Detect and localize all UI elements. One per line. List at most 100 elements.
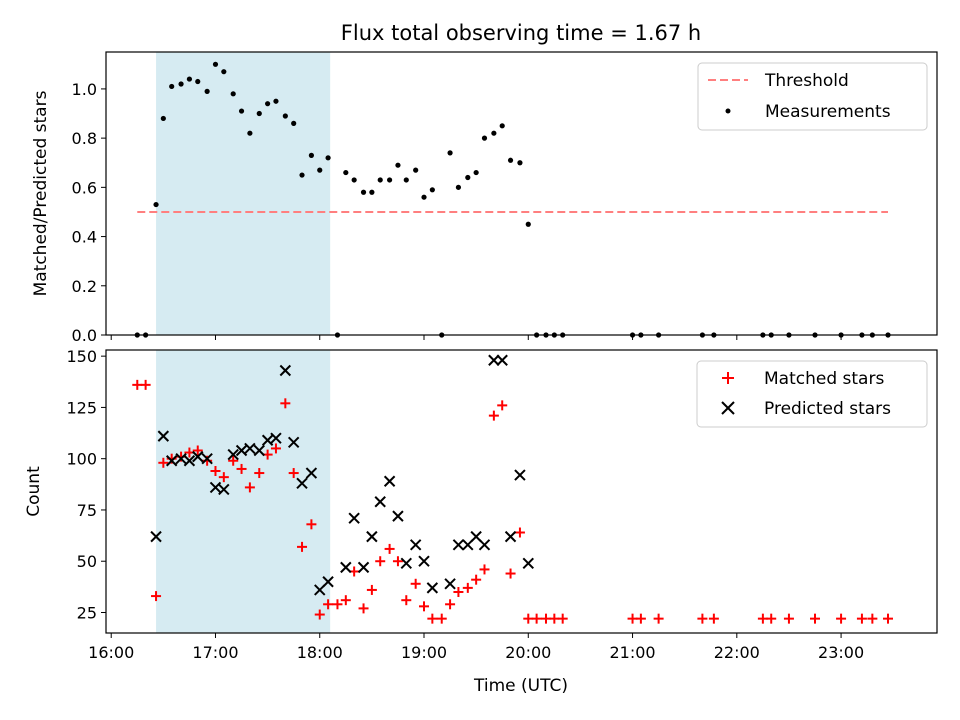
predicted-star-point [522,557,534,569]
matched-star-point [856,613,867,624]
observing-window-highlight [156,52,331,335]
ratio-panel: 0.0 0.2 0.4 0.6 0.8 1.0 Matched/Predicted sta… [31,51,938,345]
legend-predicted-label: Predicted stars [764,399,891,419]
matched-star-point [332,599,343,610]
time-xlabel: Time (UTC) [473,676,568,696]
ratio-ylabel: Matched/Predicted stars [31,90,51,296]
top-ytick-label: 0.8 [72,129,97,148]
matched-star-point [218,472,229,483]
legend-matched-marker [722,372,734,384]
predicted-star-point [165,455,178,467]
predicted-star-point [192,450,204,463]
measurement-point [499,123,505,129]
matched-star-point [523,613,534,624]
predicted-star-point [514,469,526,481]
bot-ytick-label: 150 [66,347,97,366]
measurement-point [507,157,514,163]
matched-star-point [531,613,542,624]
matched-star-point [297,541,308,552]
matched-star-point [314,609,325,620]
predicted-star-point [244,442,256,455]
measurement-point [247,130,253,136]
measurement-point [212,61,219,67]
count-ticks: 25 50 75 100 125 150 16:00 17:00 18:00 19:00 20:00… [66,347,864,662]
measurement-point [178,81,184,87]
observing-window-highlight-bottom [156,350,331,633]
measurement-point [351,177,357,183]
measurement-point [360,189,367,195]
matched-star-point [375,556,386,567]
count-panel: 25 50 75 100 125 150 16:00 17:00 18:00 19:00 20:00… [24,347,938,696]
count-axes-frame [105,349,938,634]
measurement-point [169,83,175,90]
predicted-star-point [183,455,196,467]
ratio-legend: Threshold Measurements [697,62,928,131]
predicted-star-point [357,561,370,574]
predicted-star-point [444,578,456,590]
matched-star-point [280,398,291,409]
legend-threshold-label: Threshold [764,71,849,91]
measurement-point [395,162,401,168]
matched-star-point [479,564,490,575]
measurement-point [282,113,288,119]
matched-star-point [757,613,768,624]
predicted-star-point [322,576,334,588]
predicted-star-point [478,539,491,551]
measurement-point [455,184,462,190]
matched-star-point [783,613,794,624]
predicted-star-point [296,477,308,490]
matched-star-point [410,578,421,589]
predicted-star-point [235,444,248,457]
measurement-point [299,172,305,178]
predicted-star-point [383,475,396,487]
matched-star-point [228,455,239,466]
matched-star-point [766,613,777,624]
matched-star-point [358,603,369,614]
matched-star-point [497,400,508,411]
legend-matched-label: Matched stars [764,369,884,389]
matched-star-point [366,584,377,595]
measurement-point [195,78,201,85]
matched-star-point [514,527,525,538]
bot-ytick-label: 50 [77,552,97,571]
ratio-axes-frame [105,51,938,336]
matched-star-point [627,613,638,624]
measurement-point [413,167,419,173]
bot-ytick-label: 125 [66,398,97,417]
xtick-label: 19:00 [401,643,447,662]
matched-star-point [697,613,708,624]
measurement-point [343,169,349,176]
ratio-ticks: 0.0 0.2 0.4 0.6 0.8 1.0 [72,80,842,345]
predicted-star-point [209,481,222,494]
measurement-point [473,169,479,176]
count-legend-box [696,360,928,428]
matched-star-point [401,595,412,606]
xtick-label: 22:00 [714,643,760,662]
matched-star-point [236,463,247,474]
ratio-marks [134,61,891,338]
bot-ytick-label: 100 [66,450,97,469]
xtick-label: 20:00 [505,643,551,662]
matched-star-point [340,595,351,606]
legend-measurements-label: Measurements [765,102,891,122]
predicted-star-point [201,452,213,465]
count-ylabel: Count [24,466,44,517]
matched-star-point [270,443,281,454]
matched-star-point [488,410,499,421]
matched-star-point [192,445,203,456]
matched-star-point [210,465,221,476]
count-marks [132,354,893,624]
measurement-point [429,187,435,193]
predicted-star-point [150,530,162,543]
xtick-label: 21:00 [609,643,655,662]
predicted-star-point [287,436,300,448]
matched-star-point [254,468,265,479]
xtick-label: 17:00 [192,643,238,662]
ratio-legend-box [697,62,928,131]
legend-predicted-marker [721,401,735,415]
bot-ytick-label: 75 [77,501,97,520]
measurement-point [256,110,262,117]
matched-star-point [158,457,169,468]
measurement-point [230,91,236,97]
predicted-star-point [374,496,386,508]
